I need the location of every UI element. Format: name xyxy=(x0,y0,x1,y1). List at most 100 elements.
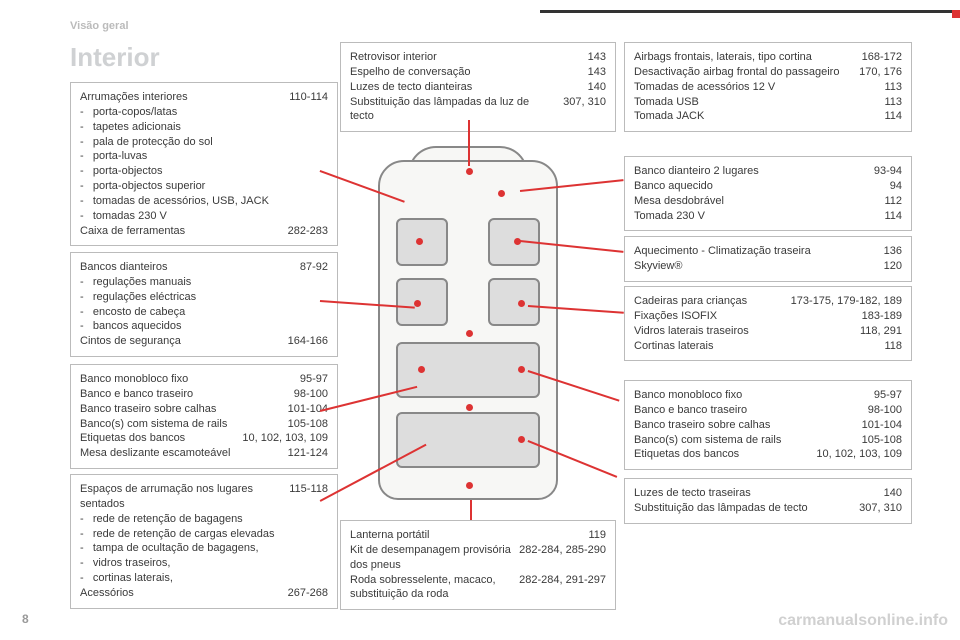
pages: 87-92 xyxy=(300,260,328,275)
list-item: porta-objectos superior xyxy=(80,179,328,194)
label: Arrumações interiores xyxy=(80,90,188,105)
pointer-dot xyxy=(466,404,473,411)
list-item: cortinas laterais, xyxy=(80,571,328,586)
pointer-dot xyxy=(466,168,473,175)
label: Tomada 230 V xyxy=(634,209,705,224)
label: Fixações ISOFIX xyxy=(634,309,717,324)
pages: 118 xyxy=(884,339,902,354)
label: Acessórios xyxy=(80,586,134,601)
label: Bancos dianteiros xyxy=(80,260,167,275)
pointer-dot xyxy=(518,366,525,373)
pages: 113 xyxy=(884,80,902,95)
pages: 10, 102, 103, 109 xyxy=(242,431,328,446)
box-espacos: Espaços de arrumação nos lugares sentado… xyxy=(70,474,338,609)
pages: 170, 176 xyxy=(859,65,902,80)
pointer-dot xyxy=(466,482,473,489)
label: Substituição das lâmpadas de tecto xyxy=(634,501,808,516)
box-cadeiras: Cadeiras para crianças 173-175, 179-182, … xyxy=(624,286,912,361)
pages: 113 xyxy=(884,95,902,110)
pages: 114 xyxy=(884,209,902,224)
pages: 95-97 xyxy=(300,372,328,387)
pages: 112 xyxy=(884,194,902,209)
label: Etiquetas dos bancos xyxy=(80,431,185,446)
label: Tomadas de acessórios 12 V xyxy=(634,80,775,95)
label: Luzes de tecto dianteiras xyxy=(350,80,472,95)
label: Banco e banco traseiro xyxy=(634,403,747,418)
pointer-dot xyxy=(498,190,505,197)
label: Mesa desdobrável xyxy=(634,194,724,209)
pages: 282-283 xyxy=(288,224,328,239)
pages: 164-166 xyxy=(288,334,328,349)
list-item: porta-objectos xyxy=(80,164,328,179)
label: Airbags frontais, laterais, tipo cortina xyxy=(634,50,812,65)
label: Banco(s) com sistema de rails xyxy=(634,433,781,448)
label: Cortinas laterais xyxy=(634,339,713,354)
label: Desactivação airbag frontal do passageir… xyxy=(634,65,839,80)
pointer-dot xyxy=(518,300,525,307)
bullet-list: porta-copos/latas tapetes adicionais pal… xyxy=(80,105,328,224)
pages: 114 xyxy=(884,109,902,124)
pages: 118, 291 xyxy=(860,324,902,339)
label: Caixa de ferramentas xyxy=(80,224,185,239)
bullet-list: rede de retenção de bagagens rede de ret… xyxy=(80,512,328,586)
list-item: vidros traseiros, xyxy=(80,556,328,571)
pages: 140 xyxy=(588,80,606,95)
pages: 307, 310 xyxy=(563,95,606,125)
pointer-dot xyxy=(416,238,423,245)
box-retrovisor: Retrovisor interior143 Espelho de conver… xyxy=(340,42,616,132)
list-item: tomadas de acessórios, USB, JACK xyxy=(80,194,328,209)
list-item: tapetes adicionais xyxy=(80,120,328,135)
header-rule xyxy=(540,10,960,13)
label: Banco(s) com sistema de rails xyxy=(80,417,227,432)
pages: 105-108 xyxy=(288,417,328,432)
box-airbags: Airbags frontais, laterais, tipo cortina… xyxy=(624,42,912,132)
pages: 10, 102, 103, 109 xyxy=(816,447,902,462)
label: Retrovisor interior xyxy=(350,50,437,65)
label: Banco e banco traseiro xyxy=(80,387,193,402)
list-item: porta-luvas xyxy=(80,149,328,164)
pages: 93-94 xyxy=(874,164,902,179)
pages: 267-268 xyxy=(288,586,328,601)
box-luzes-traseiras: Luzes de tecto traseiras140 Substituição… xyxy=(624,478,912,524)
list-item: tomadas 230 V xyxy=(80,209,328,224)
list-item: encosto de cabeça xyxy=(80,305,328,320)
leader-line xyxy=(468,120,470,166)
seat-row2-right xyxy=(488,278,540,326)
box-bancos-right: Banco monobloco fixo95-97 Banco e banco … xyxy=(624,380,912,470)
page-number: 8 xyxy=(22,612,29,626)
label: Substituição das lâmpadas da luz de tect… xyxy=(350,95,555,125)
label: Aquecimento - Climatização traseira xyxy=(634,244,811,259)
pointer-dot xyxy=(414,300,421,307)
label: Mesa deslizante escamoteável xyxy=(80,446,230,461)
pages: 143 xyxy=(588,65,606,80)
pages: 136 xyxy=(884,244,902,259)
box-aquecimento: Aquecimento - Climatização traseira136 S… xyxy=(624,236,912,282)
page-title: Interior xyxy=(70,42,160,73)
label: Cadeiras para crianças xyxy=(634,294,747,309)
pages: 143 xyxy=(588,50,606,65)
pointer-dot xyxy=(418,366,425,373)
pages: 98-100 xyxy=(868,403,902,418)
seat-row2-left xyxy=(396,278,448,326)
label: Espaços de arrumação nos lugares sentado… xyxy=(80,482,281,512)
pages: 120 xyxy=(884,259,902,274)
vehicle-diagram xyxy=(378,160,558,500)
pages: 115-118 xyxy=(289,482,328,512)
list-item: rede de retenção de bagagens xyxy=(80,512,328,527)
list-item: regulações eléctricas xyxy=(80,290,328,305)
pages: 307, 310 xyxy=(859,501,902,516)
leader-line xyxy=(470,500,472,520)
watermark: carmanualsonline.info xyxy=(778,612,948,630)
list-item: rede de retenção de cargas elevadas xyxy=(80,527,328,542)
box-arrumacoes: Arrumações interiores110-114 porta-copos… xyxy=(70,82,338,246)
box-bancos-dianteiros: Bancos dianteiros87-92 regulações manuai… xyxy=(70,252,338,357)
label: Kit de desempanagem provisória dos pneus xyxy=(350,543,511,573)
label: Tomada USB xyxy=(634,95,699,110)
label: Roda sobresselente, macaco, substituição… xyxy=(350,573,511,603)
label: Banco monobloco fixo xyxy=(80,372,188,387)
pages: 121-124 xyxy=(288,446,328,461)
label: Banco monobloco fixo xyxy=(634,388,742,403)
pages: 98-100 xyxy=(294,387,328,402)
pages: 173-175, 179-182, 189 xyxy=(791,294,902,309)
label: Etiquetas dos bancos xyxy=(634,447,739,462)
